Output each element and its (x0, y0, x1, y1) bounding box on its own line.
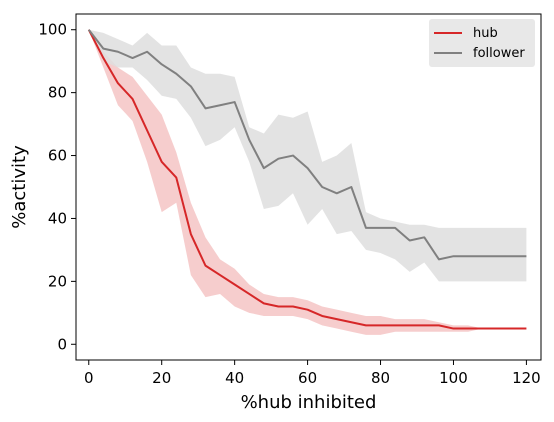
plot-frame (75, 13, 542, 361)
y-tick-label: 0 (57, 335, 67, 353)
confidence-bands (88, 29, 527, 335)
x-axis-label: %hub inhibited (241, 392, 377, 413)
y-tick-label: 100 (38, 21, 67, 39)
legend-box (429, 19, 535, 67)
x-tick-label: 120 (512, 369, 541, 387)
x-axis-ticks: 0 20 40 60 80 100 120 (84, 360, 541, 387)
y-tick-label: 60 (48, 147, 67, 165)
y-tick-label: 40 (48, 209, 67, 227)
x-tick-label: 40 (225, 369, 244, 387)
legend-label-follower: follower (473, 46, 525, 61)
y-axis-ticks: 0 20 40 60 80 100 (38, 21, 76, 353)
band-hub (88, 29, 527, 335)
x-tick-label: 80 (371, 369, 390, 387)
line-hub (87, 29, 527, 330)
x-tick-label: 100 (439, 369, 468, 387)
x-tick-label: 60 (298, 369, 317, 387)
y-tick-label: 80 (48, 84, 67, 102)
legend-label-hub: hub (473, 26, 498, 41)
series-lines (87, 29, 527, 330)
y-tick-label: 20 (48, 272, 67, 290)
band-follower (88, 29, 527, 282)
line-follower (87, 29, 527, 261)
y-axis-label: %activity (9, 145, 30, 229)
x-tick-label: 0 (84, 369, 94, 387)
x-tick-label: 20 (152, 369, 171, 387)
legend: hub follower (429, 19, 535, 67)
